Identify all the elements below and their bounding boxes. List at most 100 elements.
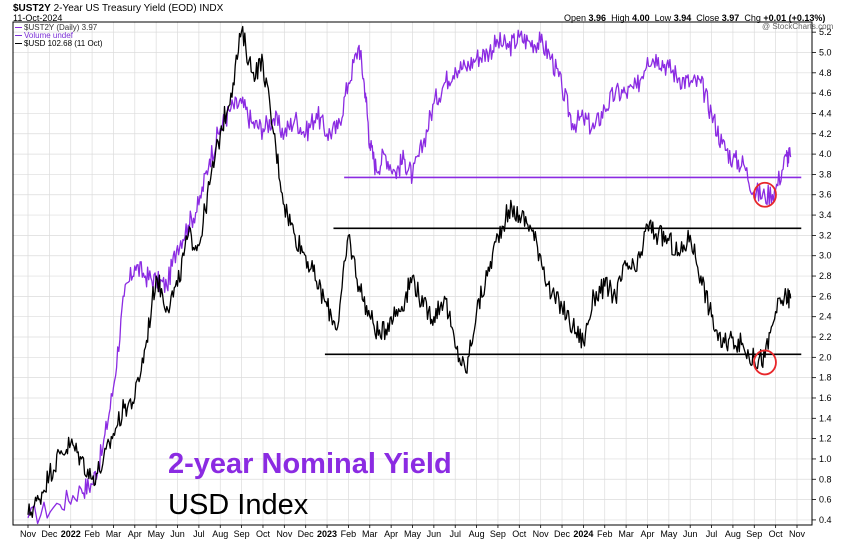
series-line-usd: [27, 25, 792, 519]
ohlc-readout: Open 3.96 High 4.00 Low 3.94 Close 3.97 …: [564, 13, 825, 23]
series-line-ust2y: [27, 29, 792, 525]
x-axis-ticks: Nov Dec 2022 Feb Mar Apr May Jun Jul Aug Sep Oct Nov…: [20, 525, 806, 539]
x-tick-label: Jun: [170, 529, 185, 539]
legend-label-ust2y: $UST2Y (Daily) 3.97: [24, 23, 98, 32]
highlight-circle: [753, 349, 777, 376]
x-tick-label: Nov: [20, 529, 37, 539]
x-tick-label: Jul: [193, 529, 205, 539]
chg-value: +0.01 (+0.13%): [763, 13, 826, 23]
y-tick-label: 1.6: [819, 393, 832, 403]
close-label: Close: [696, 13, 720, 23]
x-tick-label: Feb: [84, 529, 100, 539]
x-tick-label: Aug: [725, 529, 741, 539]
x-tick-label: May: [148, 529, 166, 539]
x-tick-label: Aug: [212, 529, 228, 539]
y-tick-label: 3.0: [819, 251, 832, 261]
high-value: 4.00: [632, 13, 650, 23]
y-tick-label: 4.0: [819, 149, 832, 159]
x-tick-label: May: [404, 529, 422, 539]
y-tick-label: 5.2: [819, 27, 832, 37]
x-tick-label: Aug: [469, 529, 485, 539]
usd-annotation: USD Index: [168, 489, 309, 521]
y-tick-label: 5.0: [819, 47, 832, 57]
symbol: $UST2Y: [13, 3, 51, 14]
low-value: 3.94: [673, 13, 692, 23]
x-tick-label: Apr: [128, 529, 142, 539]
y-tick-label: 0.6: [819, 495, 832, 505]
x-tick-label: Sep: [234, 529, 250, 539]
y-tick-label: 2.0: [819, 352, 832, 362]
x-tick-label: Feb: [597, 529, 613, 539]
x-tick-label: Apr: [640, 529, 654, 539]
y-tick-label: 1.8: [819, 373, 832, 383]
y-tick-label: 4.4: [819, 108, 832, 118]
symbol-description: 2-Year US Treasury Yield (EOD): [53, 3, 197, 14]
y-tick-label: 1.4: [819, 413, 832, 423]
open-label: Open: [564, 13, 587, 23]
legend-item-ust2y: $UST2Y (Daily) 3.97: [15, 23, 97, 32]
highlight-circles: [753, 181, 777, 376]
x-tick-label: May: [660, 529, 678, 539]
low-label: Low: [654, 13, 672, 23]
x-tick-label: Jun: [683, 529, 698, 539]
y-tick-label: 2.4: [819, 312, 832, 322]
exchange: INDX: [199, 3, 224, 14]
legend-swatch-usd: [15, 43, 22, 45]
x-tick-label: Oct: [769, 529, 784, 539]
x-tick-label: Dec: [298, 529, 315, 539]
x-tick-label: Dec: [554, 529, 571, 539]
x-tick-label: Mar: [362, 529, 378, 539]
x-tick-label: 2022: [61, 529, 81, 539]
open-value: 3.96: [588, 13, 607, 23]
legend-label-usd: $USD 102.68 (11 Oct): [24, 39, 103, 48]
y-tick-label: 2.2: [819, 332, 832, 342]
y-tick-label: 3.4: [819, 210, 832, 220]
x-tick-label: Mar: [618, 529, 634, 539]
x-tick-label: Dec: [41, 529, 58, 539]
x-tick-label: Mar: [106, 529, 122, 539]
y-tick-label: 4.8: [819, 68, 832, 78]
y-tick-label: 2.6: [819, 291, 832, 301]
legend-label-volume: Volume undef: [24, 31, 73, 40]
y-tick-label: 3.6: [819, 190, 832, 200]
x-tick-label: Nov: [789, 529, 806, 539]
x-tick-label: Apr: [384, 529, 398, 539]
high-label: High: [611, 13, 630, 23]
x-tick-label: Oct: [512, 529, 527, 539]
close-value: 3.97: [721, 13, 740, 23]
x-tick-label: Feb: [341, 529, 357, 539]
x-tick-label: Jun: [427, 529, 442, 539]
legend-swatch-volume: [15, 35, 22, 37]
x-tick-label: Oct: [256, 529, 271, 539]
stockcharts-watermark: @ StockCharts.com: [762, 22, 834, 31]
y-axis-ticks: 5.2 5.0 4.8 4.6 4.4 4.2 4.0 3.8 3.6 3.4 3.2 3.0 2.8 2…: [812, 27, 832, 525]
chg-label: Chg: [744, 13, 761, 23]
chart-title: $UST2Y 2-Year US Treasury Yield (EOD) IN…: [13, 3, 223, 14]
x-tick-label: Nov: [533, 529, 550, 539]
x-tick-label: 2023: [317, 529, 337, 539]
x-tick-label: Jul: [706, 529, 718, 539]
chart-date: 11-Oct-2024: [13, 13, 63, 23]
y-tick-label: 0.4: [819, 515, 832, 525]
y-tick-label: 1.0: [819, 454, 832, 464]
y-tick-label: 3.2: [819, 230, 832, 240]
legend-item-usd: $USD 102.68 (11 Oct): [15, 39, 103, 48]
x-tick-label: Sep: [746, 529, 762, 539]
y-tick-label: 2.8: [819, 271, 832, 281]
y-tick-label: 1.2: [819, 434, 832, 444]
y-tick-label: 0.8: [819, 474, 832, 484]
y-tick-label: 4.2: [819, 129, 832, 139]
legend-swatch-ust2y: [15, 27, 22, 29]
y-tick-label: 3.8: [819, 169, 832, 179]
x-tick-label: 2024: [573, 529, 593, 539]
x-tick-label: Jul: [449, 529, 461, 539]
x-tick-label: Nov: [276, 529, 293, 539]
legend-item-volume: Volume undef: [15, 31, 73, 40]
highlight-circle: [753, 181, 777, 208]
y-tick-label: 4.6: [819, 88, 832, 98]
support-resistance-lines: [324, 176, 802, 356]
series-lines: [27, 25, 792, 525]
x-tick-label: Sep: [490, 529, 506, 539]
